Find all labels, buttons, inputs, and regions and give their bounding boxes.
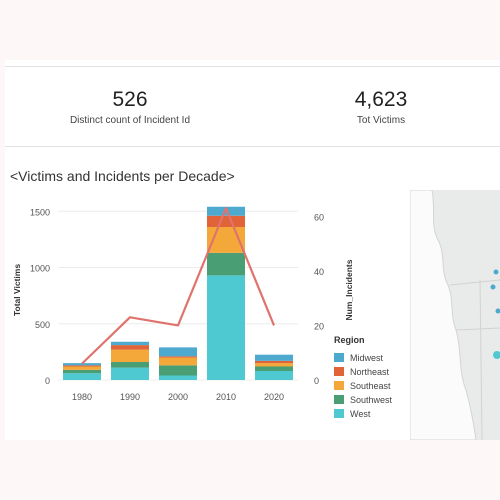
map-marker[interactable] (495, 308, 500, 314)
y2-tick-label: 60 (314, 212, 324, 222)
map-marker[interactable] (493, 351, 500, 359)
bar-segment (255, 354, 293, 361)
y-axis-title: Total Victims (12, 264, 22, 316)
legend-label: Midwest (350, 353, 384, 363)
chart-svg: 0 500 1000 1500 0 20 40 60 Total Victims Num_Inci… (12, 206, 393, 419)
bar-segment (111, 341, 149, 346)
kpi-incidents-label: Distinct count of Incident Id (69, 115, 191, 126)
divider-middle (5, 146, 500, 147)
map-svg (410, 190, 500, 440)
bar-segment (159, 365, 197, 376)
bar-segment (159, 347, 197, 357)
x-tick-label: 1990 (120, 392, 140, 402)
bar-segment (111, 345, 149, 350)
top-strip (0, 0, 500, 60)
bar-segment (255, 366, 293, 371)
y2-tick-label: 0 (314, 376, 319, 386)
legend-swatch (334, 353, 344, 362)
map-marker[interactable] (490, 284, 496, 290)
x-tick-label: 2020 (264, 392, 284, 402)
map-border-line (455, 327, 500, 331)
kpi-incidents-value: 526 (112, 88, 148, 111)
bar-segment (159, 357, 197, 366)
bottom-strip (0, 440, 500, 500)
y-tick-label: 1000 (30, 264, 50, 274)
x-tick-label: 2000 (168, 392, 188, 402)
bar-segment (63, 366, 101, 370)
kpi-victims-value: 4,623 (354, 88, 408, 111)
incidents-line (81, 207, 276, 365)
x-tick-label: 2010 (216, 392, 236, 402)
y-tick-label: 0 (45, 376, 50, 386)
legend-label: Southwest (350, 395, 393, 405)
divider-top (5, 66, 500, 67)
map-border-line (479, 279, 483, 440)
bar-segment (159, 356, 197, 358)
bar-segment (63, 369, 101, 374)
chart-title: <Victims and Incidents per Decade> (10, 168, 235, 184)
map-border-line (449, 279, 500, 286)
map-marker[interactable] (493, 269, 499, 275)
map-ocean-shape (410, 190, 477, 440)
legend-label: Southeast (350, 381, 391, 391)
bar-segment (159, 375, 197, 380)
legend-title: Region (334, 335, 365, 345)
bar-segment (111, 349, 149, 362)
y-tick-label: 500 (35, 320, 50, 330)
y2-tick-label: 20 (314, 321, 324, 331)
x-tick-label: 1980 (72, 392, 92, 402)
y2-tick-label: 40 (314, 267, 324, 277)
legend-label: West (350, 409, 371, 419)
bar-segment (207, 206, 245, 216)
legend-label: Northeast (350, 367, 390, 377)
legend-swatch (334, 395, 344, 404)
kpi-victims-label: Tot Victims (356, 115, 406, 126)
bar-segment (111, 362, 149, 368)
bar-segment (255, 363, 293, 367)
map[interactable] (410, 190, 500, 440)
y-tick-label: 1500 (30, 207, 50, 217)
bar-segment (255, 371, 293, 380)
bar-segment (63, 373, 101, 380)
bar-segment (207, 275, 245, 380)
bar-segment (111, 367, 149, 380)
bar-segment (63, 365, 101, 367)
bar-segment (255, 360, 293, 364)
legend-swatch (334, 409, 344, 418)
y2-axis-title: Num_Incidents (344, 259, 354, 320)
bar-segment (207, 215, 245, 227)
legend-swatch (334, 381, 344, 390)
bar-segment (63, 363, 101, 366)
legend-swatch (334, 367, 344, 376)
bar-segment (207, 252, 245, 276)
